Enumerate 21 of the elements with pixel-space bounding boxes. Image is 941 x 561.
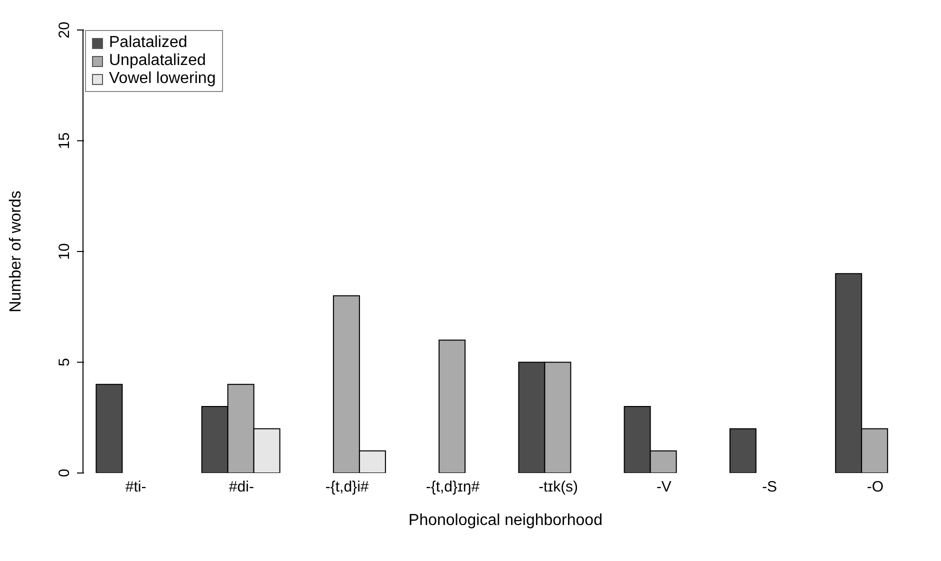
y-tick-label: 20: [56, 22, 73, 38]
legend-label: Palatalized: [109, 34, 188, 52]
y-tick-label: 5: [56, 358, 73, 366]
y-tick-label: 10: [56, 243, 73, 260]
x-tick-label: -O: [866, 478, 884, 496]
bar: [729, 428, 756, 473]
y-tick-label: 15: [56, 132, 73, 150]
bar: [96, 384, 123, 473]
x-tick-label: -V: [656, 478, 672, 496]
bar: [438, 340, 466, 473]
x-tick-label: -tɪk(s): [538, 478, 578, 496]
legend-label: Vowel lowering: [109, 70, 216, 88]
y-tick-label: 0: [56, 468, 73, 478]
legend-label: Unpalatalized: [109, 52, 206, 70]
y-axis-title: Number of words: [8, 190, 25, 312]
x-tick-label: -S: [762, 478, 778, 496]
x-tick-label: #ti-: [125, 478, 146, 496]
x-axis-title: Phonological neighborhood: [408, 512, 602, 529]
x-tick-label: -{t,d}ɪŋ#: [426, 478, 480, 496]
x-tick-label: #di-: [228, 478, 254, 496]
x-tick-label: -{t,d}i#: [325, 478, 370, 496]
